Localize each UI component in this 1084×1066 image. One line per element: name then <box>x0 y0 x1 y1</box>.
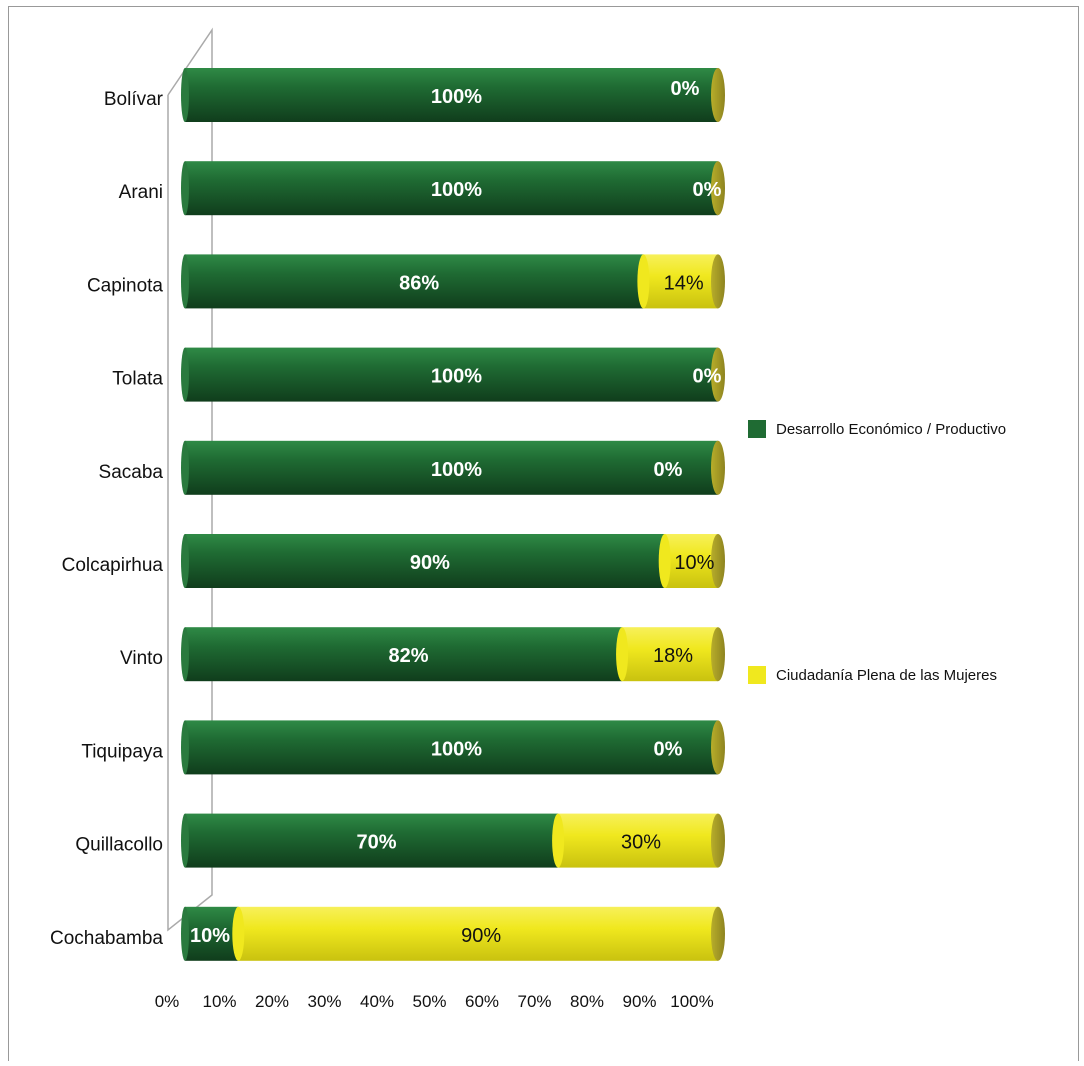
bar-left-cap <box>181 720 189 775</box>
bar-right-cap <box>711 813 725 868</box>
bar-right-cap <box>711 534 725 588</box>
x-tick-label: 90% <box>622 992 656 1011</box>
x-tick-label: 20% <box>255 992 289 1011</box>
bar-desarrollo <box>185 627 623 682</box>
bar-ciudadania <box>622 627 718 682</box>
category-label: Capinota <box>87 275 163 296</box>
x-tick-label: 30% <box>307 992 341 1011</box>
data-label-desarrollo: 100% <box>431 459 482 481</box>
bar-right-cap <box>711 68 725 122</box>
bar-segment-joint <box>616 627 629 682</box>
data-label-desarrollo: 100% <box>431 179 482 201</box>
bar-left-cap <box>181 627 189 682</box>
legend-item-ciudadania: Ciudadanía Plena de las Mujeres <box>748 666 997 684</box>
data-label-desarrollo: 100% <box>431 366 482 388</box>
legend-label-desarrollo: Desarrollo Económico / Productivo <box>776 420 1007 438</box>
bar-right-cap <box>711 254 725 309</box>
bar-left-cap <box>181 347 189 402</box>
bar-segment-joint <box>637 254 650 309</box>
bar-desarrollo <box>185 813 559 868</box>
category-label: Bolívar <box>104 89 164 110</box>
bar-right-cap <box>711 720 725 775</box>
bar-right-cap <box>711 347 725 402</box>
legend-item-desarrollo: Desarrollo Económico / Productivo <box>748 420 1006 438</box>
axis-wall <box>167 27 213 932</box>
bar-desarrollo <box>185 534 665 588</box>
bar-desarrollo <box>185 906 239 961</box>
data-label-desarrollo: 70% <box>357 832 397 854</box>
category-label: Arani <box>119 182 163 203</box>
legend-label-ciudadania: Ciudadanía Plena de las Mujeres <box>776 666 997 684</box>
bar-desarrollo <box>185 68 718 122</box>
x-tick-label: 100% <box>670 992 713 1011</box>
bar-left-cap <box>181 68 189 122</box>
x-tick-label: 0% <box>155 992 180 1011</box>
data-label-ciudadania: 90% <box>461 925 501 947</box>
bar-segment-joint <box>658 534 671 588</box>
bar-desarrollo <box>185 440 718 495</box>
bar-left-cap <box>181 254 189 309</box>
bar-desarrollo <box>185 720 718 775</box>
category-label: Cochabamba <box>50 928 163 949</box>
bar-left-cap <box>181 440 189 495</box>
bar-right-cap <box>711 627 725 682</box>
bar-ciudadania <box>643 254 718 309</box>
data-label-desarrollo: 82% <box>389 645 429 667</box>
bar-right-cap <box>711 906 725 961</box>
bar-left-cap <box>181 534 189 588</box>
bar-segment-joint <box>552 813 565 868</box>
data-label-ciudadania: 10% <box>674 552 714 574</box>
x-tick-label: 40% <box>360 992 394 1011</box>
category-label: Tiquipaya <box>81 741 163 762</box>
bar-right-cap <box>711 440 725 495</box>
x-tick-label: 50% <box>412 992 446 1011</box>
x-tick-label: 10% <box>202 992 236 1011</box>
data-label-desarrollo: 90% <box>410 552 450 574</box>
bar-desarrollo <box>185 254 644 309</box>
bar-left-cap <box>181 813 189 868</box>
bar-desarrollo <box>185 161 718 216</box>
data-label-ciudadania: 0% <box>693 366 722 388</box>
data-label-ciudadania: 30% <box>621 832 661 854</box>
data-label-desarrollo: 100% <box>431 86 482 108</box>
data-label-ciudadania: 0% <box>693 179 722 201</box>
category-label: Vinto <box>120 648 163 669</box>
data-label-ciudadania: 14% <box>664 272 704 294</box>
x-tick-label: 70% <box>517 992 551 1011</box>
bar-ciudadania <box>664 534 718 588</box>
legend-swatch-yellow <box>748 666 766 684</box>
category-label: Tolata <box>112 369 163 390</box>
category-label: Quillacollo <box>75 835 163 856</box>
data-label-ciudadania: 0% <box>654 738 683 760</box>
data-label-ciudadania: 0% <box>671 78 700 100</box>
bar-left-cap <box>181 161 189 216</box>
bar-right-cap <box>711 161 725 216</box>
category-label: Sacaba <box>99 462 164 483</box>
chart-frame <box>8 6 1079 1061</box>
x-tick-label: 80% <box>570 992 604 1011</box>
category-label: Colcapirhua <box>62 555 164 576</box>
bar-segment-joint <box>232 906 245 961</box>
legend-swatch-green <box>748 420 766 438</box>
x-tick-label: 60% <box>465 992 499 1011</box>
bar-left-cap <box>181 906 189 961</box>
bar-ciudadania <box>238 906 719 961</box>
bar-desarrollo <box>185 347 718 402</box>
data-label-ciudadania: 18% <box>653 645 693 667</box>
data-label-desarrollo: 100% <box>431 738 482 760</box>
data-label-desarrollo: 86% <box>399 272 439 294</box>
data-label-ciudadania: 0% <box>654 459 683 481</box>
data-label-desarrollo: 10% <box>190 925 230 947</box>
bar-ciudadania <box>558 813 718 868</box>
